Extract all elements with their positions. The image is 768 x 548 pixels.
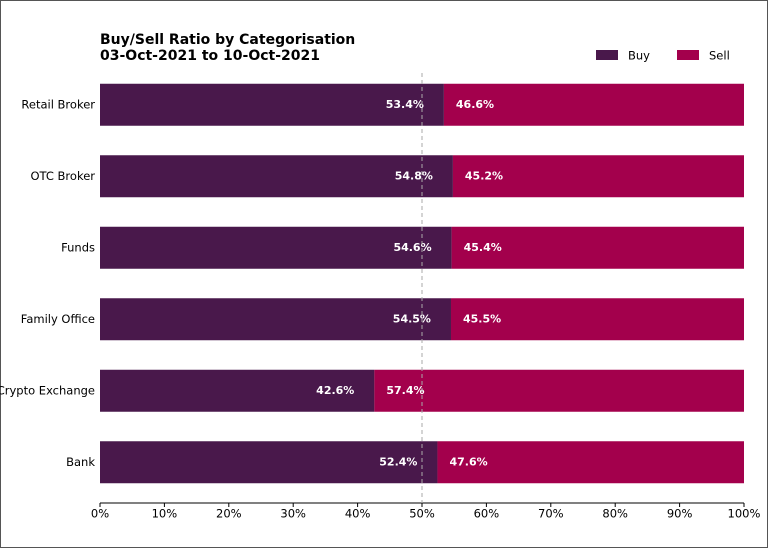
bar-segment — [100, 298, 451, 341]
value-label: 54.6% — [393, 241, 431, 254]
bar-segment — [437, 441, 744, 484]
chart-title: Buy/Sell Ratio by Categorisation — [100, 32, 355, 48]
y-tick-label: OTC Broker — [30, 169, 95, 183]
y-tick-label: Bank — [66, 455, 95, 469]
legend-label: Sell — [709, 49, 730, 63]
value-label: 45.2% — [465, 169, 503, 182]
bar-segment — [100, 441, 438, 484]
x-tick-label: 20% — [216, 507, 242, 521]
x-tick-label: 40% — [345, 507, 371, 521]
x-tick-label: 10% — [152, 507, 178, 521]
value-label: 54.8% — [395, 169, 433, 182]
x-tick-label: 80% — [602, 507, 628, 521]
y-tick-label: Crypto Exchange — [0, 383, 95, 397]
x-tick-label: 30% — [280, 507, 306, 521]
value-label: 42.6% — [316, 384, 354, 397]
value-label: 57.4% — [386, 384, 424, 397]
value-label: 45.4% — [464, 241, 502, 254]
x-tick-label: 0% — [91, 507, 109, 521]
y-tick-label: Retail Broker — [21, 97, 95, 111]
chart-subtitle: 03-Oct-2021 to 10-Oct-2021 — [100, 48, 320, 64]
bar-segment — [452, 155, 744, 198]
legend-swatch — [596, 50, 618, 60]
x-tick-label: 100% — [728, 507, 761, 521]
value-label: 45.5% — [463, 312, 501, 325]
x-tick-label: 50% — [409, 507, 435, 521]
legend-swatch — [677, 50, 699, 60]
bar-segment — [100, 155, 453, 198]
value-label: 47.6% — [449, 455, 487, 468]
y-tick-label: Funds — [61, 240, 95, 254]
bar-segment — [443, 83, 744, 126]
x-tick-label: 70% — [538, 507, 564, 521]
bar-segment — [100, 83, 444, 126]
value-label: 54.5% — [393, 312, 431, 325]
value-label: 53.4% — [386, 98, 424, 111]
bar-segment — [100, 226, 452, 269]
legend-label: Buy — [628, 49, 650, 63]
y-tick-label: Family Office — [21, 312, 95, 326]
bar-segment — [450, 298, 744, 341]
bar-segment — [451, 226, 744, 269]
x-tick-label: 60% — [474, 507, 500, 521]
value-label: 46.6% — [456, 98, 494, 111]
bar-segment — [374, 369, 744, 412]
value-label: 52.4% — [379, 455, 417, 468]
x-tick-label: 90% — [667, 507, 693, 521]
bar-segment — [100, 369, 375, 412]
